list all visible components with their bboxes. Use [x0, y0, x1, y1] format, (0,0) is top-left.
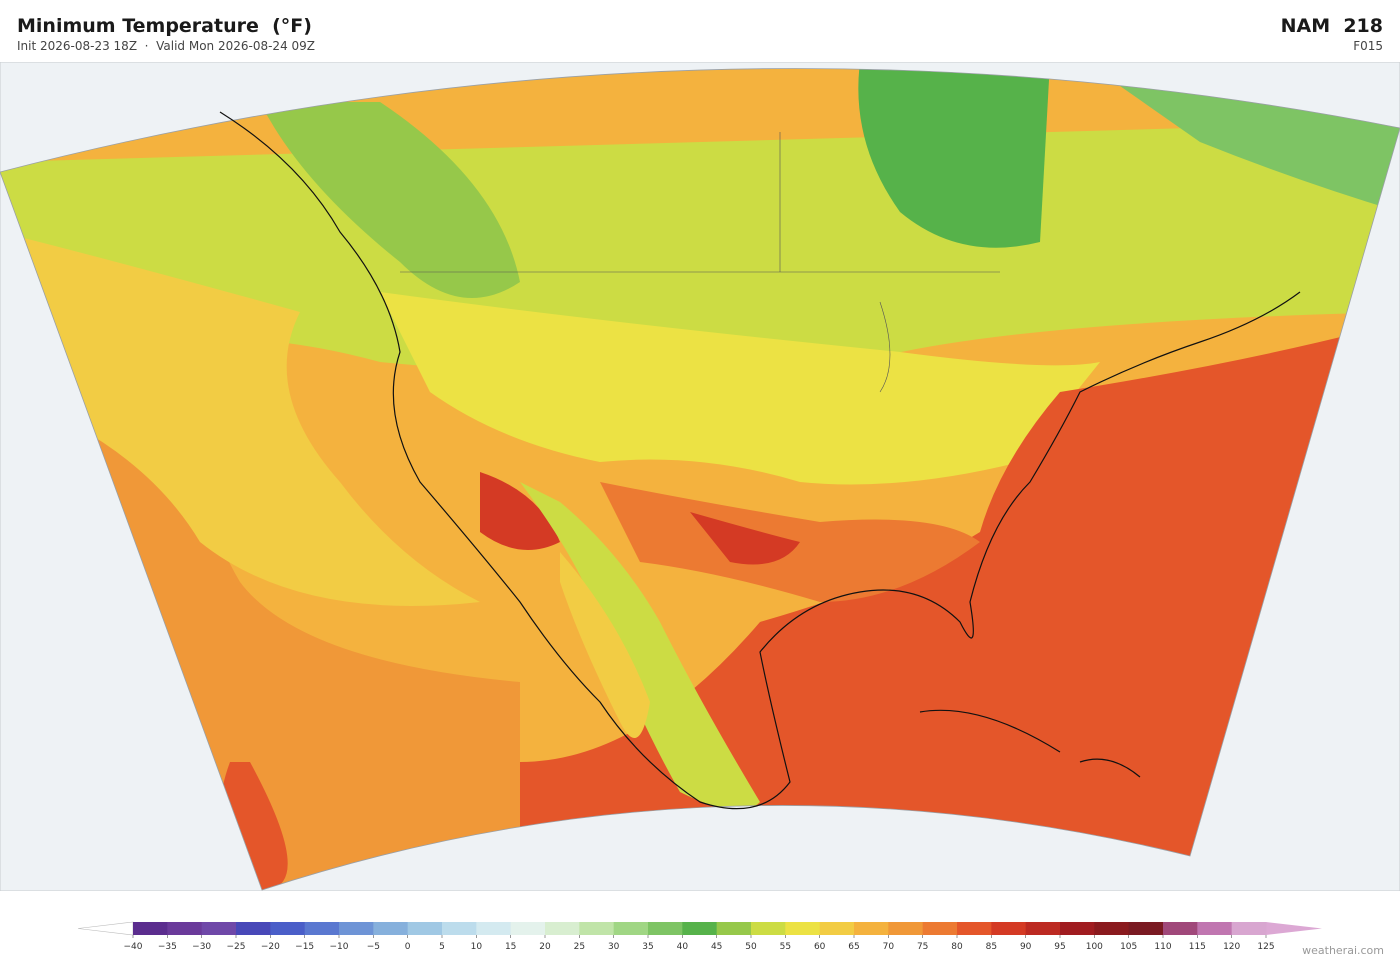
colorbar-tick-label: 10: [471, 942, 483, 952]
colorbar-bin: [510, 922, 546, 935]
colorbar-tick-label: 55: [780, 942, 791, 952]
colorbar-bin: [785, 922, 821, 935]
colorbar-bin: [682, 922, 718, 935]
colorbar-bin: [613, 922, 649, 935]
colorbar-tick-label: 110: [1154, 942, 1171, 952]
colorbar-bin: [1128, 922, 1164, 935]
colorbar-bin: [1025, 922, 1061, 935]
colorbar-tick-label: 50: [745, 942, 757, 952]
colorbar-bin: [1094, 922, 1130, 935]
colorbar-bin: [957, 922, 992, 935]
colorbar-tick-label: 25: [574, 942, 585, 952]
colorbar-tick-label: −10: [330, 942, 349, 952]
colorbar-bin: [1060, 922, 1095, 935]
colorbar-tick-label: 35: [642, 942, 653, 952]
colorbar-bin: [339, 922, 374, 935]
colorbar-tick-label: 65: [848, 942, 859, 952]
colorbar-under: [77, 921, 134, 936]
colorbar-tick-label: 95: [1054, 942, 1065, 952]
colorbar-bin: [922, 922, 958, 935]
colorbar-tick-label: −35: [158, 942, 177, 952]
colorbar-bin: [1163, 922, 1198, 935]
colorbar-tick-label: −40: [124, 942, 143, 952]
colorbar-bin: [270, 922, 306, 935]
colorbar-bin: [407, 922, 443, 935]
colorbar-bin: [545, 922, 580, 935]
colorbar-tick-label: 125: [1257, 942, 1274, 952]
borders: [400, 132, 1000, 393]
colorbar-tick-label: 60: [814, 942, 826, 952]
colorbar-tick-label: −20: [261, 942, 280, 952]
colorbar-tick-label: −30: [192, 942, 211, 952]
colorbar-bin: [991, 922, 1027, 935]
colorbar-bin: [854, 922, 889, 935]
colorbar-bin: [201, 922, 237, 935]
colorbar-bin: [1197, 922, 1233, 935]
colorbar-tick-label: 85: [986, 942, 997, 952]
coastline: [219, 111, 1301, 810]
colorbar-tick-label: 90: [1020, 942, 1032, 952]
colorbar-tick-label: 0: [405, 942, 411, 952]
colorbar-tick-label: 40: [677, 942, 689, 952]
colorbar-bin: [716, 922, 752, 935]
colorbar-tick-label: 80: [951, 942, 963, 952]
colorbar-tick-label: −25: [227, 942, 246, 952]
colorbar-tick-label: 45: [711, 942, 722, 952]
colorbar-tick-label: −5: [367, 942, 380, 952]
colorbar-tick-label: 5: [439, 942, 445, 952]
colorbar-bin: [888, 922, 924, 935]
colorbar-tick-label: 100: [1086, 942, 1103, 952]
colorbar-tick-label: 30: [608, 942, 620, 952]
colorbar-bin: [373, 922, 409, 935]
domain-outline: [0, 68, 1400, 891]
model-name: NAM 218: [1280, 15, 1383, 37]
colorbar-bin: [304, 922, 340, 935]
colorbar-tick-label: 120: [1223, 942, 1240, 952]
colorbar-bin: [819, 922, 855, 935]
colorbar-bin: [133, 922, 168, 935]
map: [0, 62, 1400, 891]
map-subtitle: Init 2026-08-23 18Z · Valid Mon 2026-08-…: [17, 39, 316, 53]
colorbar-bin: [236, 922, 271, 935]
colorbar-bin: [167, 922, 203, 935]
colorbar-bin: [751, 922, 786, 935]
islands: [919, 709, 1141, 778]
colorbar-tick-label: 115: [1189, 942, 1206, 952]
colorbar-tick-label: 15: [505, 942, 516, 952]
map-title: Minimum Temperature (°F): [17, 15, 312, 37]
colorbar-tick-label: 105: [1120, 942, 1137, 952]
colorbar-bin: [1231, 922, 1267, 935]
watermark: weatherai.com: [1302, 944, 1384, 957]
forecast-hour: F015: [1353, 39, 1383, 53]
colorbar-tick-label: 75: [917, 942, 928, 952]
colorbar-bin: [476, 922, 512, 935]
colorbar: −40 −35 −30 −25 −20 −15 −10 −5 0 5 10 15 20 25 30 35 40 4…: [77, 921, 1322, 952]
colorbar-tick-label: −15: [295, 942, 314, 952]
colorbar-bin: [579, 922, 615, 935]
colorbar-bin: [442, 922, 477, 935]
colorbar-bin: [648, 922, 683, 935]
colorbar-tick-label: 20: [539, 942, 551, 952]
colorbar-tick-label: 70: [883, 942, 895, 952]
colorbar-over: [1266, 922, 1322, 935]
